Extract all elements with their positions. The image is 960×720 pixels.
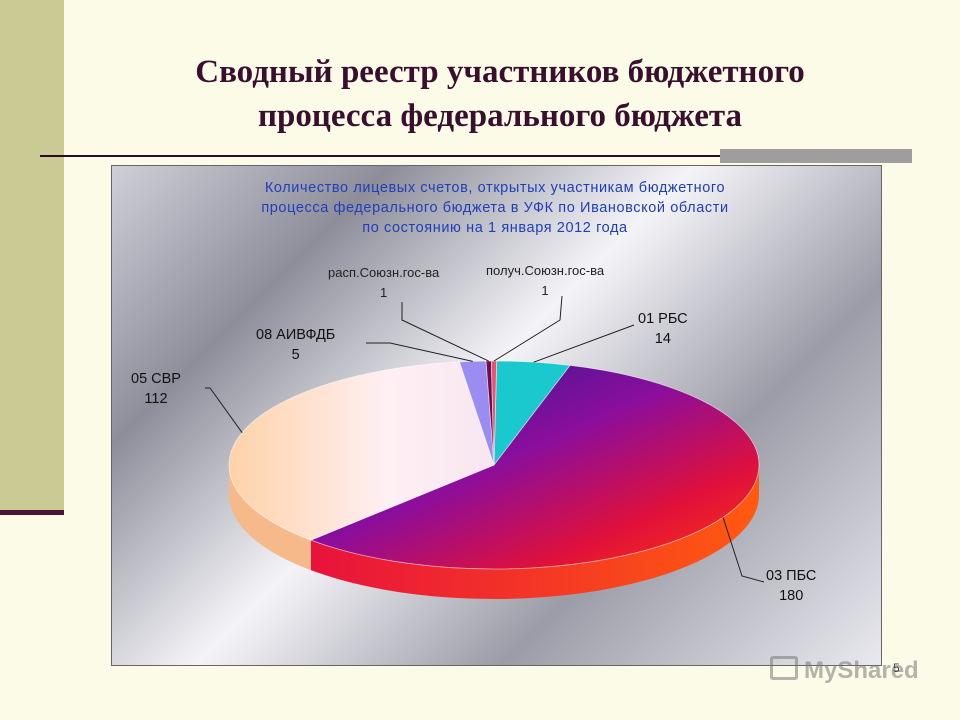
label-03-pbs: 03 ПБС 180 xyxy=(766,566,816,606)
slice-03-pbs-leader xyxy=(722,517,765,583)
label-03-pbs-value: 180 xyxy=(779,588,804,604)
label-poluch-soyuzn-value: 1 xyxy=(541,283,549,298)
title-accent-bar xyxy=(720,149,912,163)
label-rasp-soyuzn-value: 1 xyxy=(380,285,388,300)
label-rasp-soyuzn: расп.Союзн.гос-ва 1 xyxy=(328,263,439,303)
label-08-aivfdb-name: 08 АИВФДБ xyxy=(256,327,336,343)
label-poluch-soyuzn-name: получ.Союзн.гос-ва xyxy=(486,263,605,278)
left-decor-bar xyxy=(0,510,64,515)
label-01-rbs-value: 14 xyxy=(654,331,671,347)
label-03-pbs-name: 03 ПБС xyxy=(766,568,817,584)
watermark-text: MyShared xyxy=(804,657,919,684)
slice-05-svr-side xyxy=(229,465,311,571)
watermark: MyShared xyxy=(770,656,919,685)
label-05-svr-value: 112 xyxy=(144,391,168,407)
label-rasp-soyuzn-name: расп.Союзн.гос-ва xyxy=(328,265,440,280)
left-decor-band xyxy=(0,0,64,510)
chart-title-line-3: по состоянию на 1 января 2012 года xyxy=(362,220,628,236)
slice-rasp-soyuzn-leader xyxy=(401,302,489,362)
slide-title-line-2: процесса федерального бюджета xyxy=(257,98,743,134)
chart-title-line-1: Количество лицевых счетов, открытых учас… xyxy=(264,180,726,196)
label-08-aivfdb: 08 АИВФДБ 5 xyxy=(256,325,335,365)
chart-title-line-2: процесса федерального бюджета в УФК по И… xyxy=(261,200,729,216)
slide-title-line-1: Сводный реестр участников бюджетного xyxy=(195,54,805,90)
slice-poluch-soyuzn-leader xyxy=(493,295,563,362)
label-05-svr-name: 05 СВР xyxy=(131,371,181,387)
page-number: 5 xyxy=(893,661,900,675)
slice-05-svr xyxy=(228,361,495,541)
label-01-rbs: 01 РБС 14 xyxy=(638,309,688,349)
label-05-svr: 05 СВР 112 xyxy=(131,369,181,409)
label-poluch-soyuzn: получ.Союзн.гос-ва 1 xyxy=(486,261,604,301)
slide-title: Сводный реестр участников бюджетного про… xyxy=(80,50,920,138)
slice-01-rbs-leader xyxy=(533,324,635,363)
slice-05-svr-leader xyxy=(205,387,243,433)
label-08-aivfdb-value: 5 xyxy=(291,347,300,363)
slice-08-aivfdb-leader xyxy=(366,342,473,362)
title-divider xyxy=(40,155,912,157)
chart-title: Количество лицевых счетов, открытых учас… xyxy=(150,178,840,238)
presentation-icon xyxy=(770,656,798,680)
label-01-rbs-name: 01 РБС xyxy=(638,311,688,327)
slice-poluch-soyuzn xyxy=(490,360,498,466)
slice-03-pbs xyxy=(309,364,760,570)
